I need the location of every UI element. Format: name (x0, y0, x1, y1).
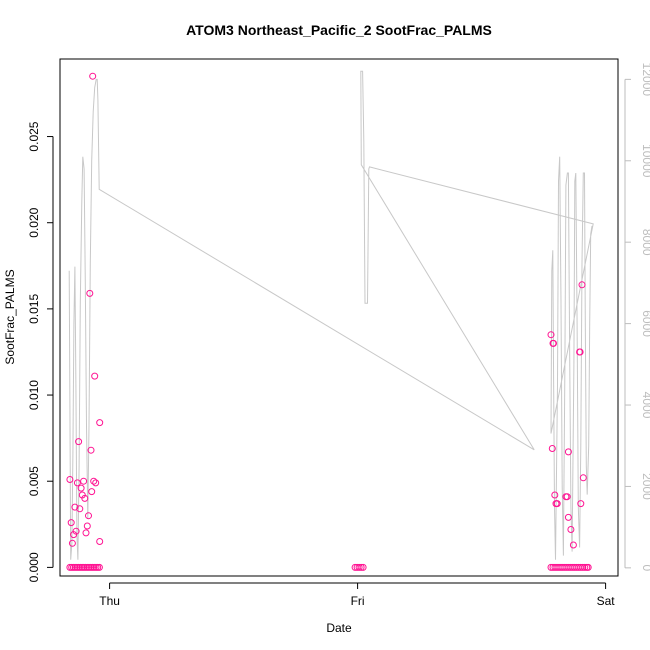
scatter-point (85, 512, 92, 520)
y2-tick-label: 2000 (640, 473, 650, 500)
y-tick-label: 0.020 (27, 207, 41, 237)
scatter-point (550, 339, 557, 347)
y2-tick-label: 0 (640, 565, 650, 572)
scatter-point (578, 281, 586, 289)
scatter-point (564, 513, 572, 521)
scatter-point (68, 539, 76, 547)
y-tick-label: 0.015 (27, 294, 41, 324)
left-axis: 0.000 0.005 0.010 0.015 0.020 0.025 (27, 121, 54, 582)
x-tick-label: Sat (597, 594, 616, 608)
scatter-point (80, 477, 88, 485)
scatter-point (563, 493, 571, 501)
scatter-point (567, 526, 575, 533)
scatter-point (95, 563, 103, 571)
right-axis: 0 2000 4000 6000 8000 10000 12000 (624, 63, 650, 572)
scatter-point (83, 522, 91, 530)
x-axis-label: Date (326, 621, 352, 635)
chart-title: ATOM3 Northeast_Pacific_2 SootFrac_PALMS (186, 22, 492, 38)
scatter-point (72, 527, 80, 535)
scatter-point (548, 445, 556, 452)
scatter-point (569, 541, 577, 549)
y2-tick-label: 12000 (640, 63, 650, 97)
scatter-point (584, 563, 592, 571)
scatter-point (96, 538, 104, 545)
scatter-point (577, 500, 585, 508)
scatter-point (73, 479, 81, 487)
scatter-point (66, 476, 74, 483)
scatter-point (82, 529, 90, 537)
scatter-point (357, 563, 365, 571)
scatter-point (551, 491, 559, 499)
y2-tick-label: 4000 (640, 392, 650, 419)
y-tick-label: 0.005 (27, 466, 41, 496)
x-tick-label: Thu (99, 594, 120, 608)
secondary-line (68, 70, 594, 560)
scatter-point (81, 494, 89, 502)
scatter-point (90, 477, 98, 485)
plot-frame (59, 58, 619, 577)
scatter-point (564, 448, 572, 456)
scatter-point (96, 419, 104, 427)
scatter-point (87, 446, 95, 454)
scatter-point (355, 563, 363, 571)
scatter-point (92, 479, 100, 487)
y2-tick-label: 6000 (640, 310, 650, 337)
y-tick-label: 0.010 (27, 380, 41, 410)
scatter-point (67, 519, 75, 527)
scatter-point (76, 505, 84, 513)
secondary-line-series (68, 70, 594, 560)
scatter-point (89, 72, 97, 80)
scatter-point (86, 289, 94, 297)
scatter-point (553, 500, 561, 508)
y2-tick-label: 8000 (640, 229, 650, 256)
scatter-point (579, 474, 587, 482)
scatter-point (581, 563, 589, 571)
scatter-series (66, 72, 592, 571)
scatter-point (88, 488, 96, 496)
x-tick-label: Fri (351, 594, 365, 608)
scatter-point (71, 503, 79, 511)
y-tick-label: 0.025 (27, 121, 41, 151)
scatter-point (91, 372, 99, 380)
scatter-point (547, 331, 555, 339)
scatter-point (75, 438, 83, 446)
y-tick-label: 0.000 (27, 552, 41, 582)
y2-tick-label: 10000 (640, 144, 650, 178)
scatter-point (576, 348, 584, 356)
scatter-point (359, 563, 367, 571)
scatter-point (77, 484, 85, 492)
scatter-point (579, 563, 587, 571)
bottom-axis: Thu Fri Sat (99, 582, 616, 608)
y-axis-label: SootFrac_PALMS (3, 269, 17, 364)
